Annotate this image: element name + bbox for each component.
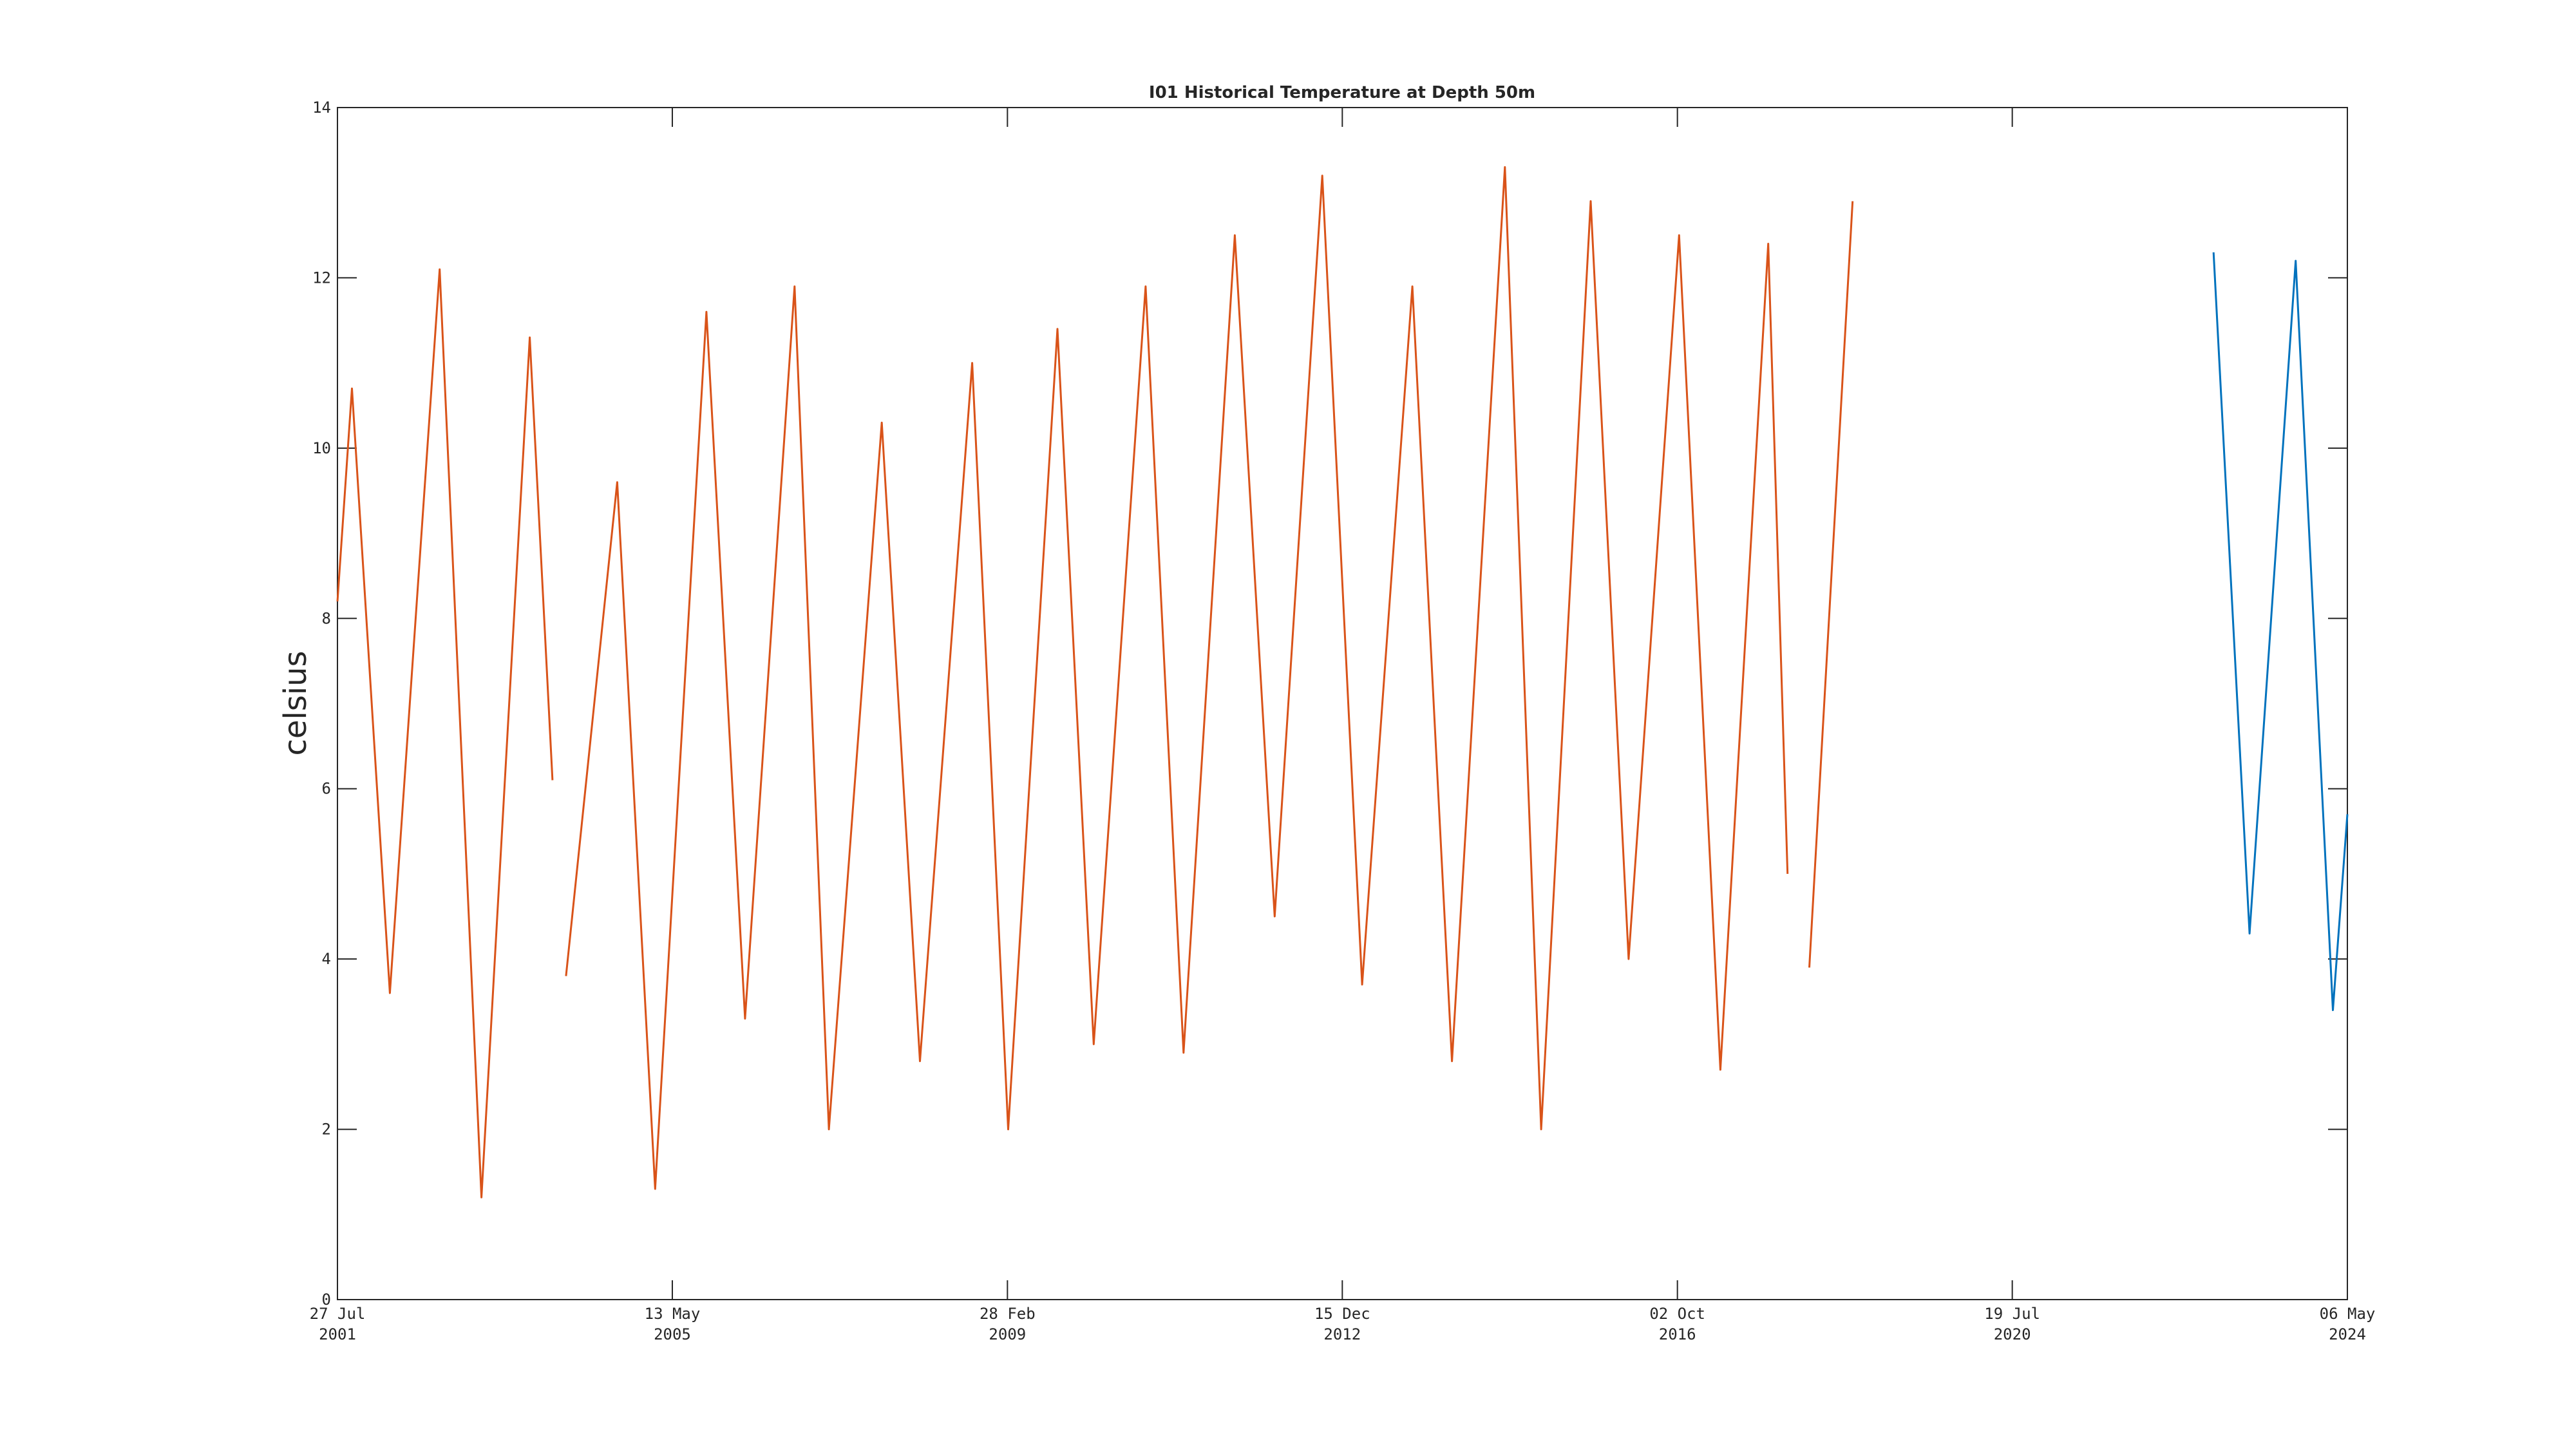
x-tick-label: 06 May 2024 bbox=[2320, 1305, 2376, 1343]
x-tick-label-line: 13 May bbox=[645, 1305, 701, 1323]
y-tick-label: 12 bbox=[312, 269, 331, 287]
x-tick-label-line: 2009 bbox=[989, 1325, 1026, 1343]
data-line bbox=[336, 166, 1854, 1198]
x-tick-label: 13 May 2005 bbox=[645, 1305, 701, 1343]
chart-title: I01 Historical Temperature at Depth 50m bbox=[1149, 83, 1535, 102]
x-tick-label-line: 27 Jul bbox=[310, 1305, 366, 1323]
x-tick-label: 15 Dec 2012 bbox=[1314, 1305, 1370, 1343]
plot-box bbox=[337, 107, 2348, 1300]
x-tick-label-line: 2020 bbox=[1994, 1325, 2031, 1343]
y-axis-label: celsius bbox=[278, 650, 314, 755]
y-tick-label: 0 bbox=[322, 1291, 331, 1309]
x-tick-label-line: 2001 bbox=[319, 1325, 356, 1343]
y-tick-label: 4 bbox=[322, 950, 331, 968]
x-tick-label-line: 19 Jul bbox=[1984, 1305, 2040, 1323]
y-tick-label: 14 bbox=[312, 99, 331, 117]
x-tick-label-line: 02 Oct bbox=[1649, 1305, 1705, 1323]
x-tick-label: 28 Feb 2009 bbox=[980, 1305, 1036, 1343]
x-tick-label: 19 Jul 2020 bbox=[1984, 1305, 2040, 1343]
x-tick-label: 27 Jul 2001 bbox=[310, 1305, 366, 1343]
data-line bbox=[2212, 252, 2349, 1011]
x-tick-label-line: 28 Feb bbox=[980, 1305, 1036, 1323]
x-tick-label-line: 15 Dec bbox=[1314, 1305, 1370, 1323]
y-tick-label: 10 bbox=[312, 439, 331, 457]
x-tick-label: 02 Oct 2016 bbox=[1649, 1305, 1705, 1343]
x-tick-label-line: 2016 bbox=[1659, 1325, 1696, 1343]
y-tick-label: 2 bbox=[322, 1121, 331, 1139]
x-tick-label-line: 06 May bbox=[2320, 1305, 2376, 1323]
y-tick-label: 6 bbox=[322, 780, 331, 798]
x-tick-label-line: 2024 bbox=[2329, 1325, 2366, 1343]
x-tick-label-line: 2012 bbox=[1323, 1325, 1361, 1343]
x-tick-label-line: 2005 bbox=[654, 1325, 691, 1343]
y-tick-label: 8 bbox=[322, 609, 331, 627]
